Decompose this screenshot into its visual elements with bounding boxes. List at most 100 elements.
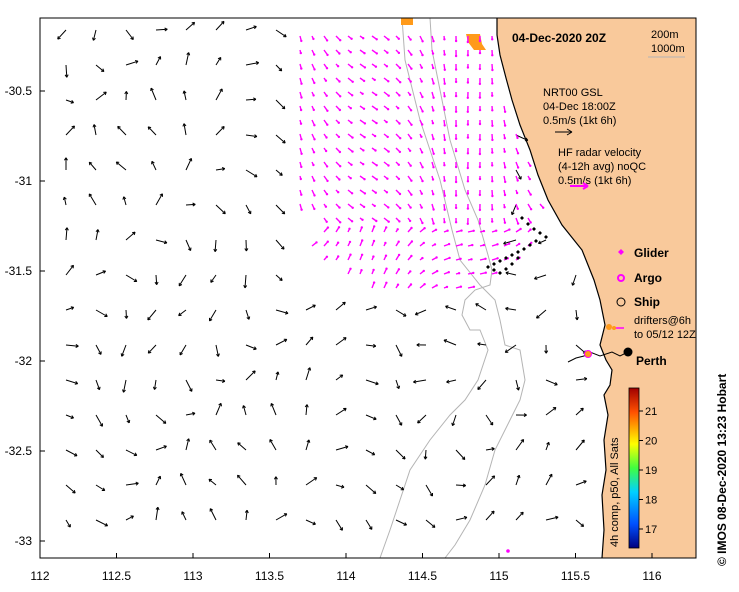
- hf-arrow: [443, 189, 446, 197]
- hf-arrow: [443, 35, 446, 41]
- current-arrow: [515, 413, 527, 418]
- hf-arrow: [359, 91, 364, 96]
- hf-arrow: [503, 105, 507, 114]
- hf-arrow: [419, 203, 423, 209]
- hf-arrow: [466, 119, 470, 126]
- hf-arrow: [466, 49, 470, 57]
- hf-arrow: [478, 91, 482, 99]
- x-tick-label: 112.5: [102, 569, 131, 583]
- current-arrow: [335, 301, 346, 311]
- hf-arrow: [466, 105, 469, 114]
- current-arrow: [395, 484, 405, 491]
- current-arrow: [125, 60, 139, 66]
- hf-legend-title: HF radar velocity: [558, 147, 642, 159]
- current-arrow: [515, 474, 521, 486]
- hf-arrow: [467, 258, 473, 261]
- hf-arrow: [431, 91, 435, 99]
- current-arrow: [275, 309, 289, 315]
- x-tick-label: 116: [642, 569, 661, 583]
- y-tick-label: -33: [15, 534, 33, 548]
- current-arrow: [395, 344, 403, 357]
- hf-arrow: [407, 240, 414, 247]
- current-arrow: [178, 274, 187, 287]
- current-arrow: [305, 439, 311, 451]
- hf-arrow: [395, 77, 402, 84]
- hf-arrow: [491, 147, 494, 154]
- current-arrow: [413, 379, 427, 384]
- current-arrow: [65, 99, 74, 104]
- hf-arrow: [443, 203, 446, 211]
- hf-arrow: [395, 228, 399, 233]
- current-arrow: [152, 379, 157, 390]
- hf-arrow: [299, 35, 303, 43]
- sst-patch: [401, 18, 413, 25]
- hf-arrow: [478, 120, 482, 126]
- hf-arrow: [347, 161, 353, 166]
- hf-arrow: [431, 243, 437, 247]
- current-arrow: [215, 20, 225, 31]
- current-arrow: [455, 449, 466, 460]
- hf-arrow: [443, 161, 446, 167]
- current-arrow: [178, 309, 187, 317]
- current-arrow: [95, 64, 105, 72]
- hf-arrow: [503, 217, 507, 224]
- contour-200m: 200m: [651, 29, 679, 41]
- current-arrow: [571, 274, 577, 286]
- glider-point: [544, 235, 548, 239]
- ship-legend-symbol: [616, 297, 626, 307]
- hf-arrow: [407, 217, 412, 223]
- hf-arrow: [431, 133, 435, 141]
- current-arrow: [575, 376, 588, 381]
- current-arrow: [155, 56, 162, 66]
- current-arrow: [179, 472, 187, 486]
- hf-arrow: [347, 91, 354, 97]
- current-arrow: [155, 475, 162, 486]
- current-arrow: [95, 309, 108, 317]
- hf-arrow: [395, 268, 401, 275]
- hf-arrow: [335, 133, 341, 139]
- hf-arrow: [454, 49, 458, 58]
- current-arrow: [416, 342, 427, 347]
- hf-arrow: [467, 229, 475, 233]
- hf-arrow: [431, 119, 435, 125]
- hf-arrow: [431, 63, 435, 70]
- hf-arrow: [335, 189, 340, 194]
- current-arrow: [65, 414, 74, 419]
- current-arrow: [485, 447, 495, 451]
- hf-arrow: [443, 147, 446, 155]
- hf-arrow: [347, 49, 352, 54]
- hf-arrow: [479, 229, 486, 233]
- argo-legend-symbol: [617, 274, 625, 282]
- hf-arrow: [454, 119, 458, 128]
- hf-arrow: [335, 203, 341, 209]
- current-arrow: [124, 309, 129, 319]
- current-arrow: [423, 449, 428, 460]
- hf-arrow: [335, 175, 341, 181]
- hf-arrow: [515, 242, 521, 247]
- colorbar-ticks: 21 20 19 18 17: [639, 406, 657, 536]
- current-arrow: [92, 29, 97, 41]
- hf-arrow: [395, 203, 402, 210]
- hf-arrow: [311, 147, 316, 154]
- hf-arrow: [311, 189, 316, 197]
- current-arrow: [545, 441, 550, 451]
- hf-arrow: [503, 189, 507, 197]
- perth-marker: [623, 347, 633, 357]
- hf-arrow: [323, 203, 328, 208]
- hf-arrow: [491, 133, 494, 142]
- current-arrow: [185, 379, 193, 392]
- current-arrow: [95, 414, 103, 427]
- hf-arrow: [383, 203, 390, 209]
- hf-arrow: [478, 203, 482, 212]
- x-tick-label: 114.5: [408, 569, 437, 583]
- current-arrow: [215, 344, 220, 357]
- hf-arrow: [527, 217, 532, 224]
- current-arrow: [125, 515, 134, 521]
- glider-point: [538, 231, 542, 235]
- current-arrow: [455, 515, 468, 521]
- glider-legend-symbol: [618, 249, 624, 255]
- current-arrow: [95, 91, 107, 101]
- current-arrow: [305, 519, 316, 526]
- current-arrow: [275, 204, 286, 215]
- current-arrow: [273, 476, 278, 486]
